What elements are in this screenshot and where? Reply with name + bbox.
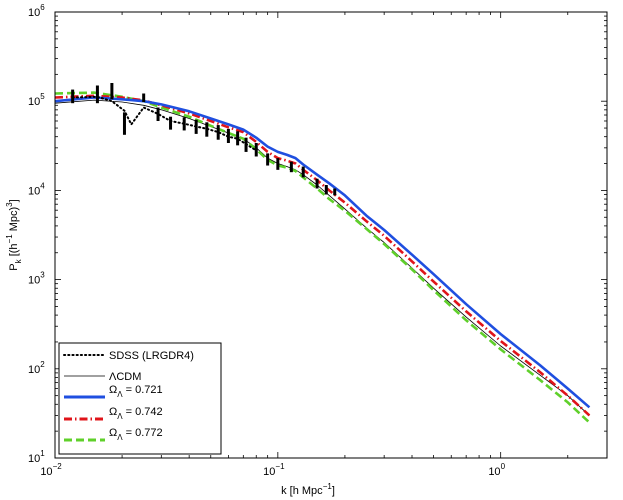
legend-label-0772: ΩΛ = 0.772 xyxy=(109,427,163,442)
x-tick-label: 100 xyxy=(488,462,505,478)
legend-label-lcdm: ΛCDM xyxy=(109,371,141,383)
x-tick-label: 10−1 xyxy=(263,462,285,478)
legend-label-0721: ΩΛ = 0.721 xyxy=(109,384,163,399)
series-line-0 xyxy=(71,95,258,152)
series-line-4 xyxy=(55,91,591,424)
series-line-2 xyxy=(55,96,591,409)
y-tick-label: 103 xyxy=(28,271,45,287)
plot-frame xyxy=(54,11,608,459)
series-layer xyxy=(55,91,591,424)
legend-label-sdss: SDSS (LRGDR4) xyxy=(109,350,194,362)
y-tick-label: 104 xyxy=(28,181,45,197)
plot-area xyxy=(55,82,591,424)
errorbar-layer xyxy=(71,82,337,196)
tick-labels: 10−2 10−1 100 101 102 103 104 105 106 xyxy=(28,3,506,478)
x-axis-label: k [h Mpc−1] xyxy=(281,482,335,497)
y-tick-label: 106 xyxy=(28,3,45,19)
legend-label-0742: ΩΛ = 0.742 xyxy=(109,406,163,421)
y-tick-label: 105 xyxy=(28,92,45,108)
legend: SDSS (LRGDR4) ΛCDM ΩΛ = 0.721 ΩΛ = 0.742… xyxy=(58,342,222,455)
x-tick-label: 10−2 xyxy=(40,462,62,478)
y-tick-label: 102 xyxy=(28,360,45,376)
series-line-3 xyxy=(55,94,591,417)
y-tick-label: 101 xyxy=(28,449,45,465)
y-axis-label: Pk [(h−1 Mpc)3] xyxy=(5,199,23,270)
